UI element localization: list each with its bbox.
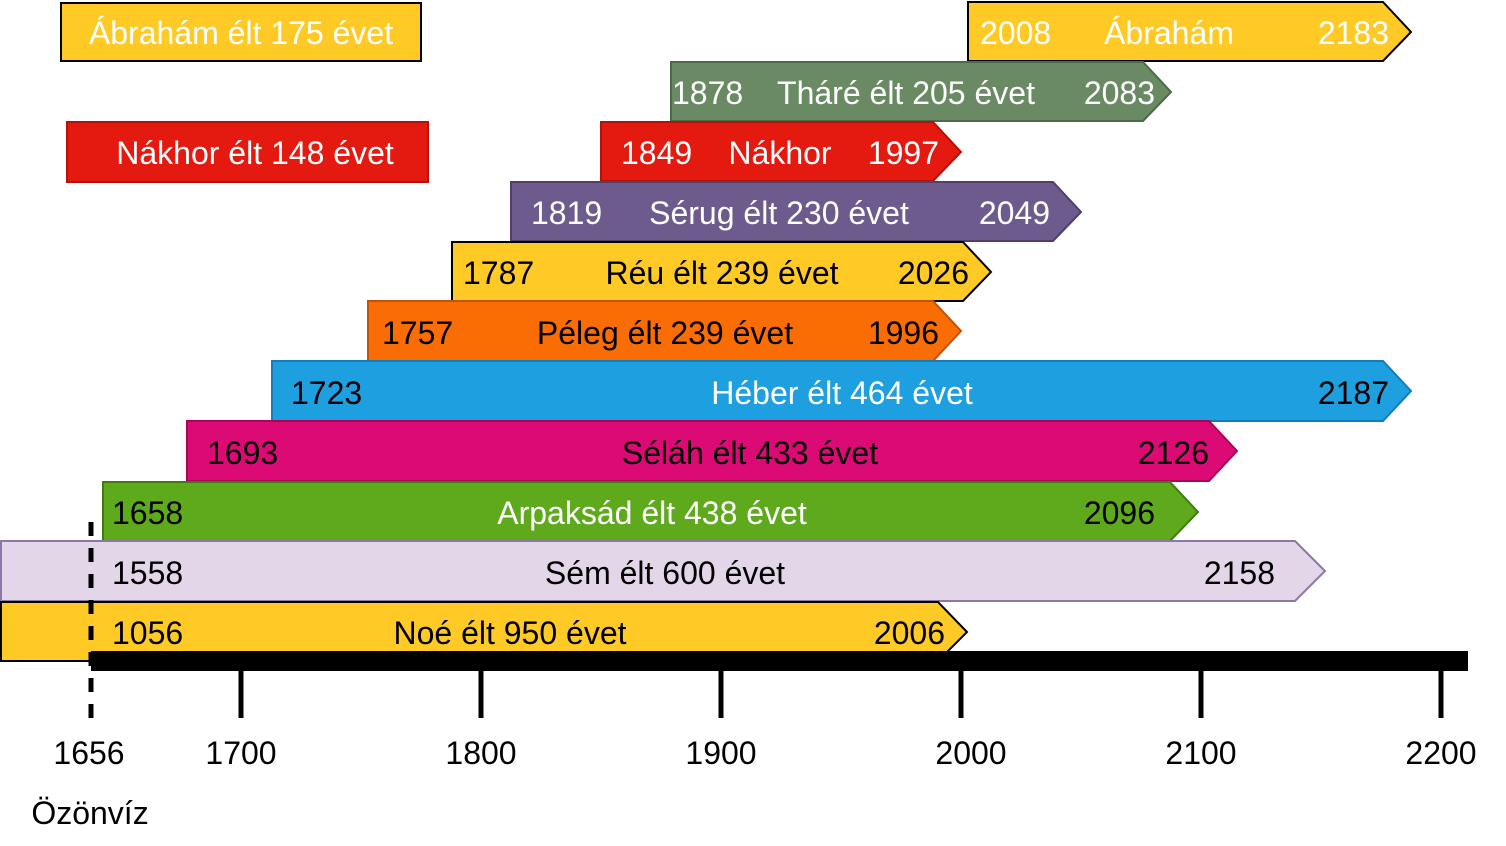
bar-thare: 1878 Tháré élt 205 évet 2083 <box>670 61 1173 122</box>
bar-nakhor-end: 1997 <box>868 135 939 171</box>
bar-nakhor-label: Nákhor <box>728 135 832 171</box>
bar-serug: 1819 Sérug élt 230 évet 2049 <box>510 181 1083 242</box>
bar-heber: 1723 Héber élt 464 évet 2187 <box>271 360 1413 422</box>
bar-abraham-start: 2008 <box>980 15 1051 51</box>
tick-label-1800: 1800 <box>445 735 516 771</box>
bar-abraham: 2008 Ábrahám 2183 <box>967 1 1413 62</box>
legend-nakhor: Nákhor élt 148 évet <box>66 121 429 183</box>
bar-selah-end: 2126 <box>1138 435 1209 471</box>
tick-label-1656: 1656 <box>53 735 124 771</box>
flood-label: Özönvíz <box>31 795 148 831</box>
bar-sem-end: 2158 <box>1204 555 1275 591</box>
bar-peleg-label: Péleg élt 239 évet <box>537 315 793 351</box>
bar-selah-label: Séláh élt 433 évet <box>622 435 878 471</box>
bar-heber-label: Héber élt 464 évet <box>711 375 973 411</box>
bar-peleg-start: 1757 <box>382 315 453 351</box>
bar-noe: 1056 Noé élt 950 évet 2006 <box>0 601 969 662</box>
bar-sem-start: 1558 <box>112 555 183 591</box>
bar-reu: 1787 Réu élt 239 évet 2026 <box>451 241 993 302</box>
bar-nakhor: 1849 Nákhor 1997 <box>600 121 963 182</box>
bar-arpaksad-label: Arpaksád élt 438 évet <box>497 495 807 531</box>
bar-abraham-label: Ábrahám <box>1104 15 1234 51</box>
bar-sem-label: Sém élt 600 évet <box>545 555 785 591</box>
legend-nakhor-text: Nákhor élt 148 évet <box>116 135 394 171</box>
bar-serug-start: 1819 <box>531 195 602 231</box>
bar-heber-start: 1723 <box>291 375 362 411</box>
legend-abraham-text: Ábrahám élt 175 évet <box>89 15 393 51</box>
bar-thare-label: Tháré élt 205 évet <box>777 75 1035 111</box>
bar-arpaksad-start: 1658 <box>112 495 183 531</box>
bar-noe-end: 2006 <box>874 615 945 651</box>
time-axis: 1656 1700 1800 1900 2000 2100 2200 Özönv… <box>31 522 1477 831</box>
bar-arpaksad: 1658 Arpaksád élt 438 évet 2096 <box>102 481 1200 542</box>
bar-noe-label: Noé élt 950 évet <box>393 615 626 651</box>
axis-ticks <box>238 666 1444 718</box>
bar-noe-start: 1056 <box>112 615 183 651</box>
bar-abraham-end: 2183 <box>1318 15 1389 51</box>
bar-selah-start: 1693 <box>207 435 278 471</box>
bar-reu-label: Réu élt 239 évet <box>605 255 838 291</box>
bar-reu-start: 1787 <box>463 255 534 291</box>
legend-abraham: Ábrahám élt 175 évet <box>60 2 422 62</box>
bar-thare-end: 2083 <box>1084 75 1155 111</box>
tick-label-1700: 1700 <box>205 735 276 771</box>
bar-arpaksad-end: 2096 <box>1084 495 1155 531</box>
bar-serug-label: Sérug élt 230 évet <box>649 195 909 231</box>
tick-label-2200: 2200 <box>1405 735 1476 771</box>
bar-thare-start: 1878 <box>672 75 743 111</box>
tick-label-2000: 2000 <box>935 735 1006 771</box>
bar-peleg-end: 1996 <box>868 315 939 351</box>
bar-sem: 1558 Sém élt 600 évet 2158 <box>0 540 1327 602</box>
bar-reu-end: 2026 <box>898 255 969 291</box>
bar-serug-end: 2049 <box>979 195 1050 231</box>
bar-selah: 1693 Séláh élt 433 évet 2126 <box>186 420 1239 482</box>
axis-line <box>91 651 1468 671</box>
bar-heber-end: 2187 <box>1318 375 1389 411</box>
bar-nakhor-start: 1849 <box>621 135 692 171</box>
tick-label-1900: 1900 <box>685 735 756 771</box>
bar-peleg: 1757 Péleg élt 239 évet 1996 <box>367 300 963 362</box>
tick-label-2100: 2100 <box>1165 735 1236 771</box>
